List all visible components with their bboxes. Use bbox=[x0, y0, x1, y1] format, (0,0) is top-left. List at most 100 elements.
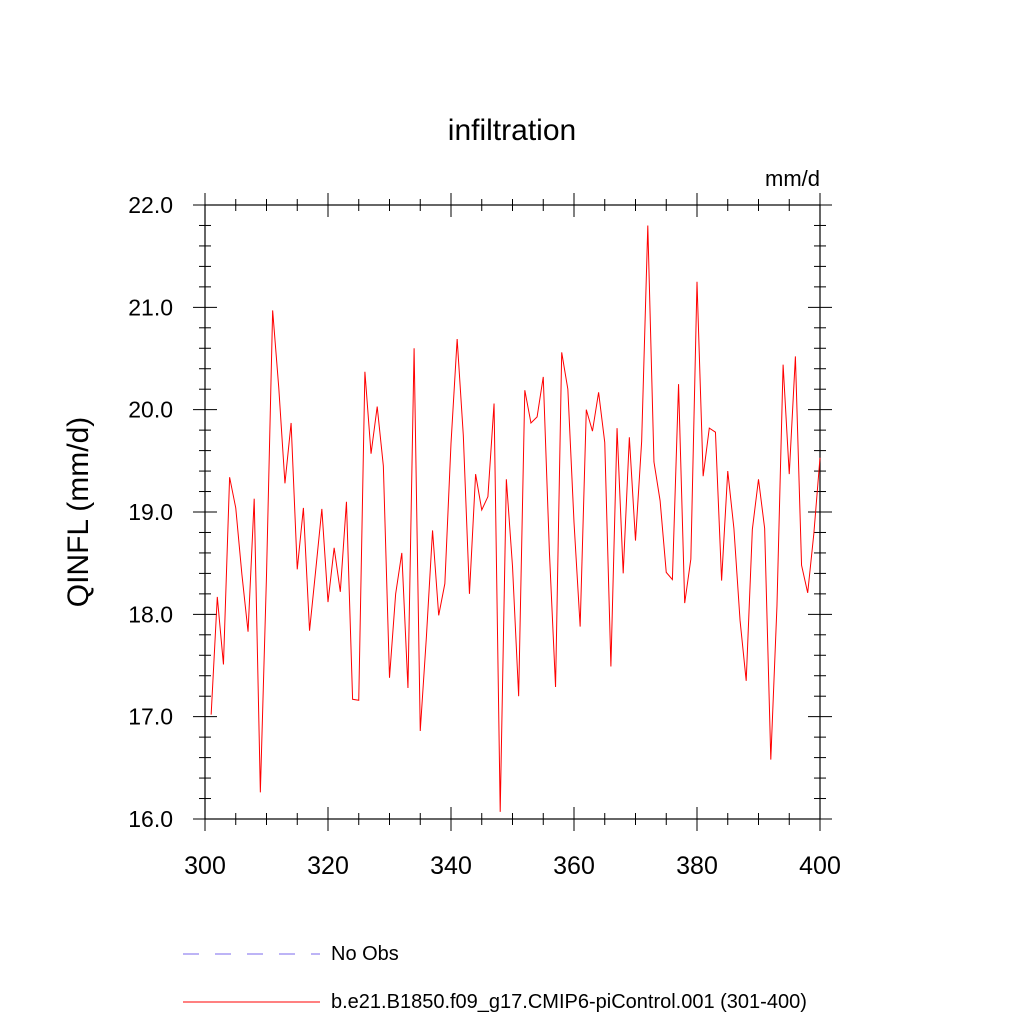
x-tick-label: 340 bbox=[430, 852, 472, 880]
plot-frame bbox=[204, 204, 821, 820]
data-point bbox=[530, 422, 532, 424]
data-point bbox=[438, 615, 440, 617]
data-point bbox=[450, 443, 452, 445]
x-tick-label: 360 bbox=[553, 852, 595, 880]
data-point bbox=[370, 453, 372, 455]
data-point bbox=[770, 759, 772, 761]
x-tick-label: 400 bbox=[799, 852, 841, 880]
data-point bbox=[223, 664, 225, 666]
y-tick-label: 18.0 bbox=[128, 601, 173, 627]
data-point bbox=[598, 391, 600, 393]
data-point bbox=[647, 225, 649, 227]
data-point bbox=[432, 530, 434, 532]
data-point bbox=[567, 388, 569, 390]
data-point bbox=[604, 442, 606, 444]
data-point bbox=[653, 461, 655, 463]
data-point bbox=[284, 483, 286, 485]
y-tick-label: 17.0 bbox=[128, 704, 173, 730]
data-point bbox=[493, 403, 495, 405]
data-point bbox=[788, 473, 790, 475]
data-point bbox=[309, 630, 311, 632]
data-point bbox=[739, 620, 741, 622]
data-point bbox=[303, 507, 305, 509]
data-point bbox=[352, 698, 354, 700]
data-point bbox=[549, 551, 551, 553]
data-point bbox=[733, 528, 735, 530]
data-point bbox=[641, 441, 643, 443]
x-tick-label: 320 bbox=[307, 852, 349, 880]
y-tick-label: 20.0 bbox=[128, 397, 173, 423]
data-point bbox=[499, 811, 501, 813]
y-axis-label: QINFL (mm/d) bbox=[62, 417, 95, 608]
data-point bbox=[616, 427, 618, 429]
data-point bbox=[592, 430, 594, 432]
data-point bbox=[715, 431, 717, 433]
data-point bbox=[758, 478, 760, 480]
y-tick-label: 22.0 bbox=[128, 192, 173, 218]
data-point bbox=[752, 529, 754, 531]
data-point bbox=[444, 583, 446, 585]
legend-label-no-obs: No Obs bbox=[331, 943, 399, 965]
data-point bbox=[358, 699, 360, 701]
data-point bbox=[210, 714, 212, 716]
data-point bbox=[376, 406, 378, 408]
data-point bbox=[555, 686, 557, 688]
data-point bbox=[463, 434, 465, 436]
legend-label-model: b.e21.B1850.f09_g17.CMIP6-piControl.001 … bbox=[331, 991, 807, 1013]
data-point bbox=[506, 478, 508, 480]
data-point bbox=[635, 540, 637, 542]
data-point bbox=[622, 573, 624, 575]
data-point bbox=[764, 528, 766, 530]
data-point bbox=[290, 422, 292, 424]
data-point bbox=[672, 579, 674, 581]
data-point bbox=[659, 500, 661, 502]
x-tick-label: 300 bbox=[184, 852, 226, 880]
data-point bbox=[629, 437, 631, 439]
legend: No Obs b.e21.B1850.f09_g17.CMIP6-piContr… bbox=[183, 943, 807, 1013]
data-point bbox=[235, 507, 237, 509]
data-point bbox=[579, 626, 581, 628]
data-point bbox=[315, 570, 317, 572]
data-point bbox=[456, 338, 458, 340]
data-point bbox=[807, 592, 809, 594]
tick-labels: 16.0 17.0 18.0 19.0 20.0 21.0 22.0 300 320 340 360… bbox=[128, 192, 841, 880]
data-point bbox=[217, 596, 219, 598]
data-point bbox=[260, 792, 262, 794]
data-point bbox=[782, 364, 784, 366]
data-point bbox=[684, 602, 686, 604]
data-point bbox=[241, 574, 243, 576]
data-point bbox=[573, 521, 575, 523]
data-point bbox=[678, 383, 680, 385]
data-point bbox=[229, 476, 231, 478]
data-point bbox=[487, 496, 489, 498]
data-point bbox=[401, 552, 403, 554]
data-point bbox=[364, 371, 366, 373]
data-point bbox=[524, 389, 526, 391]
major-ticks bbox=[193, 193, 832, 831]
data-point bbox=[469, 593, 471, 595]
data-point bbox=[690, 558, 692, 560]
data-point bbox=[475, 473, 477, 475]
data-point bbox=[340, 591, 342, 593]
data-point bbox=[518, 695, 520, 697]
data-point bbox=[413, 347, 415, 349]
units-label: mm/d bbox=[765, 166, 820, 191]
data-point bbox=[776, 605, 778, 607]
data-point bbox=[419, 730, 421, 732]
series-line bbox=[210, 225, 821, 812]
data-point bbox=[327, 601, 329, 603]
data-point bbox=[407, 687, 409, 689]
data-point bbox=[321, 508, 323, 510]
data-point bbox=[795, 356, 797, 358]
data-point bbox=[512, 565, 514, 567]
data-point bbox=[721, 580, 723, 582]
chart-title: infiltration bbox=[448, 114, 576, 147]
data-point bbox=[727, 470, 729, 472]
data-point bbox=[709, 427, 711, 429]
data-point bbox=[395, 593, 397, 595]
data-point bbox=[801, 564, 803, 566]
data-point bbox=[610, 666, 612, 668]
data-point bbox=[247, 631, 249, 633]
data-point bbox=[253, 498, 255, 500]
